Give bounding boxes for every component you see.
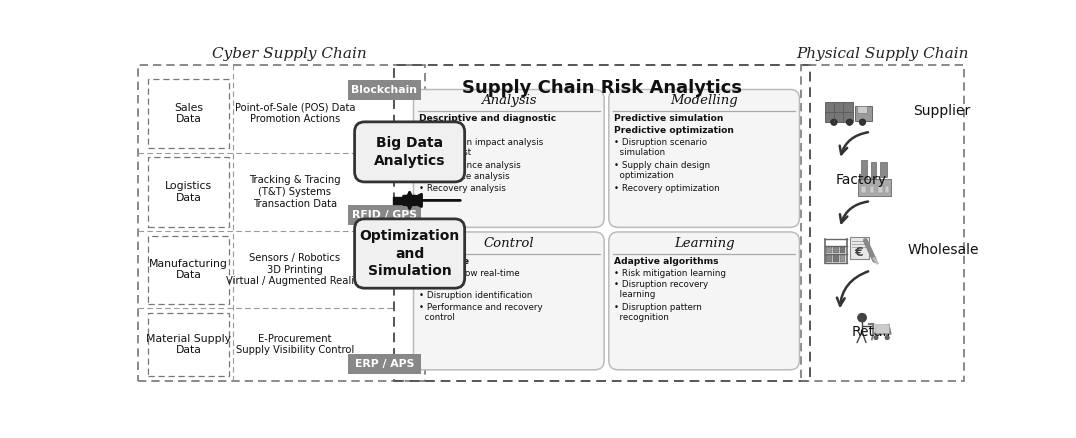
FancyBboxPatch shape [862,186,866,193]
Text: • Disruption pattern
  recognition: • Disruption pattern recognition [614,303,703,322]
Text: • Disruption scenario
  simulation: • Disruption scenario simulation [614,138,707,157]
Text: Analysis: Analysis [481,94,537,107]
FancyBboxPatch shape [880,162,887,177]
Circle shape [847,119,853,125]
Text: Real-Time: Real-Time [419,257,469,265]
Text: RFID / GPS: RFID / GPS [352,210,416,220]
Text: Big Data
Analytics: Big Data Analytics [373,136,445,168]
Text: Learning: Learning [674,237,735,250]
Text: Retail: Retail [851,325,891,339]
FancyBboxPatch shape [609,232,799,370]
FancyBboxPatch shape [854,106,872,121]
Text: €: € [854,246,863,259]
Text: E-Procurement
Supply Visibility Control: E-Procurement Supply Visibility Control [236,334,354,355]
FancyBboxPatch shape [850,237,869,259]
Text: • Performance analysis: • Performance analysis [419,161,521,170]
Text: Adaptive algorithms: Adaptive algorithms [614,257,719,265]
FancyBboxPatch shape [869,186,874,193]
Text: Optimization
and
Simulation: Optimization and Simulation [359,229,459,278]
Text: • Disruption identification: • Disruption identification [419,291,533,300]
FancyBboxPatch shape [859,180,891,196]
Text: Cyber Supply Chain: Cyber Supply Chain [212,47,367,61]
Text: Descriptive and diagnostic
analysis: Descriptive and diagnostic analysis [419,114,556,134]
Text: • Resilience analysis: • Resilience analysis [419,172,510,181]
Circle shape [886,336,889,340]
FancyBboxPatch shape [833,247,838,253]
Text: Modelling: Modelling [670,94,738,107]
FancyBboxPatch shape [878,186,882,193]
FancyBboxPatch shape [355,122,465,182]
Text: Logistics
Data: Logistics Data [165,181,212,203]
FancyBboxPatch shape [348,80,421,100]
Text: Physical Supply Chain: Physical Supply Chain [796,47,968,61]
Circle shape [858,313,866,322]
Circle shape [860,119,866,125]
Text: Factory: Factory [836,173,887,187]
Text: Sales
Data: Sales Data [174,102,203,124]
FancyBboxPatch shape [862,160,867,182]
Text: Predictive simulation: Predictive simulation [614,114,723,123]
FancyBboxPatch shape [348,205,421,225]
Text: Blockchain: Blockchain [352,85,417,95]
Circle shape [874,336,878,340]
Text: • Performance and recovery
  control: • Performance and recovery control [419,303,542,322]
FancyBboxPatch shape [875,324,889,332]
Circle shape [831,119,837,125]
Text: Manufacturing
Data: Manufacturing Data [148,259,228,280]
Text: Supply Chain Risk Analytics: Supply Chain Risk Analytics [463,79,742,97]
FancyBboxPatch shape [413,89,604,227]
FancyBboxPatch shape [840,247,846,253]
Text: Control: Control [483,237,534,250]
Text: Supplier: Supplier [914,104,971,118]
Text: • Disruption impact analysis
  in the past: • Disruption impact analysis in the past [419,138,543,157]
Text: Point-of-Sale (POS) Data
Promotion Actions: Point-of-Sale (POS) Data Promotion Actio… [235,102,355,124]
Text: • Recovery analysis: • Recovery analysis [419,184,506,193]
Text: Predictive optimization: Predictive optimization [614,126,734,135]
Text: ERP / APS: ERP / APS [355,360,414,369]
FancyBboxPatch shape [826,255,832,261]
FancyBboxPatch shape [355,219,465,288]
FancyBboxPatch shape [826,247,832,253]
Text: Wholesale: Wholesale [908,243,979,257]
FancyBboxPatch shape [884,186,890,193]
Text: • Risk mitigation learning: • Risk mitigation learning [614,268,726,278]
FancyBboxPatch shape [825,102,853,122]
FancyBboxPatch shape [840,255,846,261]
Text: • Supply flow real-time
  control: • Supply flow real-time control [419,268,520,288]
FancyBboxPatch shape [858,106,867,113]
Text: • Disruption recovery
  learning: • Disruption recovery learning [614,280,708,299]
FancyBboxPatch shape [348,354,421,374]
FancyBboxPatch shape [833,255,838,261]
FancyBboxPatch shape [609,89,799,227]
FancyBboxPatch shape [413,232,604,370]
Text: • Recovery optimization: • Recovery optimization [614,184,720,193]
Text: Sensors / Robotics
3D Printing
Virtual / Augmented Reality: Sensors / Robotics 3D Printing Virtual /… [226,253,364,286]
FancyBboxPatch shape [870,162,876,179]
Text: • Supply chain design
  optimization: • Supply chain design optimization [614,161,710,180]
Text: Material Supply
Data: Material Supply Data [146,334,231,355]
Text: Tracking & Tracing
(T&T) Systems
Transaction Data: Tracking & Tracing (T&T) Systems Transac… [250,175,341,208]
